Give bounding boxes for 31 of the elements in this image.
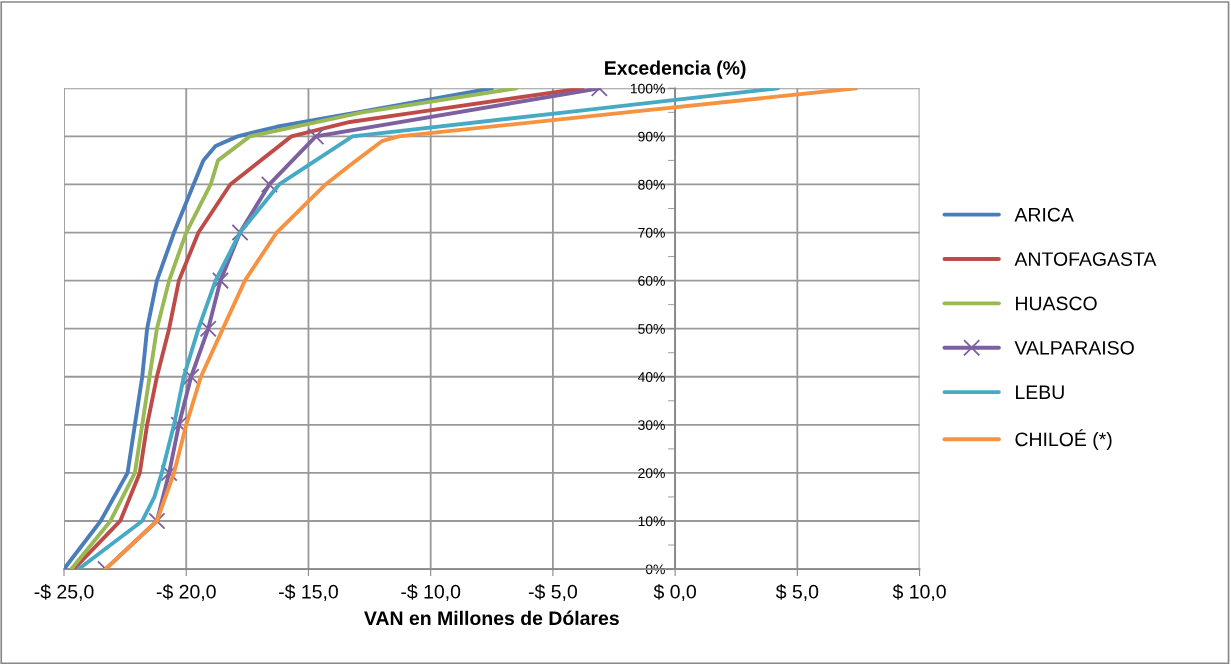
legend-label: ARICA: [1014, 207, 1074, 222]
x-tick-label: $ 0,0: [653, 584, 696, 601]
y-axis-title: Excedencia (%): [605, 60, 746, 79]
x-tick-label: $ 10,0: [892, 584, 946, 601]
point: [260, 175, 278, 194]
point: [199, 320, 217, 338]
y-tick-label: 40%: [637, 372, 665, 382]
point: [307, 127, 325, 145]
legend-label: CHILOÉ (*): [1015, 429, 1112, 451]
y-tick-label: 60%: [638, 275, 665, 286]
y-tick-label: 80%: [638, 179, 665, 190]
legend-label: LEBU: [1016, 385, 1064, 400]
y-tick-label: 30%: [638, 420, 665, 430]
y-tick-label: 20%: [638, 468, 665, 479]
y-tick-label: 100%: [630, 83, 665, 94]
y-tick-label: 50%: [638, 324, 665, 334]
legend-label: HUASCO: [1016, 296, 1097, 311]
legend-label: ANTOFAGASTA: [1014, 252, 1157, 266]
x-tick-label: -$ 10,0: [401, 584, 461, 601]
x-tick-label: $ 5,0: [775, 584, 819, 601]
x-tick-label: -$ 15,0: [279, 584, 338, 601]
x-tick-label: -$ 25,0: [34, 584, 94, 601]
x-axis-title: VAN en Millones de Dólares: [364, 610, 619, 626]
y-tick-label: 70%: [638, 227, 665, 238]
legend-label: VALPARAISO: [1014, 340, 1134, 355]
x-tick-label: -$ 5,0: [528, 584, 577, 601]
point: [182, 368, 200, 386]
point: [211, 272, 229, 290]
y-tick-label: 90%: [638, 131, 665, 142]
x-tick-label: -$ 20,0: [156, 584, 216, 601]
y-tick-label: 10%: [638, 516, 665, 527]
